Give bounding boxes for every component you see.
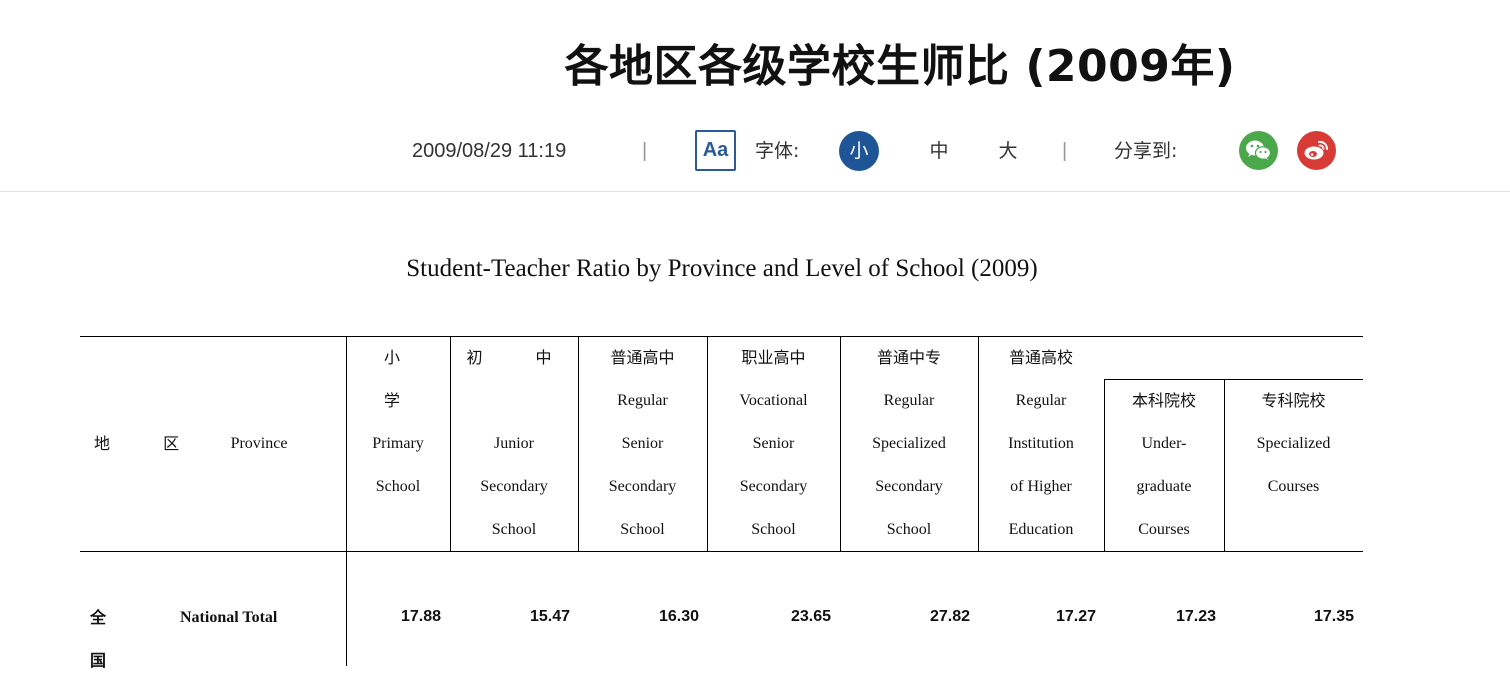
column-header-en: School: [491, 521, 537, 538]
column-header-en: School: [751, 521, 796, 538]
column-header-en: Senior: [621, 435, 664, 452]
page-title: 各地区各级学校生师比 (2009年): [564, 41, 1236, 92]
column-rule: [1224, 379, 1225, 551]
table-cell: 17.27: [1055, 608, 1096, 625]
table-cell: 23.65: [790, 608, 831, 625]
column-header-en: Specialized: [1256, 435, 1331, 452]
column-header-en: School: [620, 521, 665, 538]
publish-date: 2009/08/29 11:19: [412, 140, 567, 162]
column-header-en: Secondary: [480, 478, 548, 495]
header-bottom-rule: [80, 551, 1363, 552]
table-cell: 17.35: [1313, 608, 1354, 625]
column-rule: [707, 336, 708, 551]
meta-separator: |: [642, 140, 648, 162]
meta-separator: |: [1062, 140, 1068, 162]
table-cell: 27.82: [929, 608, 970, 625]
column-header-cn: 本科院校: [1131, 391, 1196, 410]
table-cell: 15.47: [529, 608, 570, 625]
weibo-share-button[interactable]: [1297, 131, 1336, 170]
table-top-rule: [80, 336, 1363, 337]
column-header-en: Courses: [1138, 521, 1190, 538]
share-label: 分享到:: [1114, 140, 1178, 162]
column-header-cn: 专科院校: [1261, 391, 1326, 410]
column-header-en: Vocational: [739, 392, 808, 409]
header-subrule: [1104, 379, 1363, 380]
column-rule: [1104, 379, 1105, 551]
column-rule: [346, 336, 347, 666]
table-cell: 16.30: [658, 608, 699, 625]
column-header-en: Education: [1008, 521, 1074, 538]
wechat-share-button[interactable]: [1239, 131, 1278, 170]
column-header-en: Secondary: [608, 478, 677, 495]
table-cell: 17.23: [1175, 608, 1216, 625]
column-header-cn: 小 学: [383, 348, 424, 410]
column-header-en: Secondary: [875, 478, 943, 495]
column-rule: [578, 336, 579, 551]
region-header-en: Province: [230, 435, 288, 452]
column-header-en: Regular: [617, 392, 668, 409]
column-header-en: Senior: [752, 435, 795, 452]
font-size-small-button[interactable]: 小: [839, 131, 879, 171]
column-header-en: graduate: [1136, 478, 1192, 495]
column-header-cn: 职业高中: [741, 348, 806, 367]
column-header-en: Secondary: [739, 478, 808, 495]
column-header-en: Courses: [1267, 478, 1320, 495]
font-size-medium-button[interactable]: 中: [929, 140, 949, 162]
column-header-en: Regular: [1015, 392, 1067, 409]
column-header-cn: 普通高校: [1008, 348, 1073, 367]
header-divider: [0, 191, 1510, 192]
font-size-label: 字体:: [755, 140, 800, 162]
column-rule: [978, 336, 979, 551]
article-meta-bar: 2009/08/29 11:19 | Aa 字体: 小 中 大 | 分享到:: [0, 128, 1510, 178]
column-header-en: Under-: [1141, 435, 1187, 452]
column-header-en: School: [886, 521, 932, 538]
wechat-icon: [1246, 140, 1272, 160]
column-header-en: Institution: [1008, 435, 1074, 452]
column-header-en: Specialized: [872, 435, 946, 452]
region-header-cn: 地 区: [94, 434, 204, 453]
column-header-en: Primary: [372, 435, 424, 452]
column-header-en: School: [375, 478, 421, 495]
row-region-en: National Total: [180, 609, 278, 626]
column-header-cn: 初 中: [466, 348, 576, 367]
column-header-cn: 普通高中: [610, 348, 675, 367]
column-header-en: Junior: [494, 435, 534, 452]
table-cell: 17.88: [400, 608, 441, 625]
column-header-cn: 普通中专: [876, 348, 941, 367]
row-region-cn: 全 国: [90, 608, 131, 670]
ratio-table: 地 区 Province 小 学 Primary School 初 中 Juni…: [80, 336, 1363, 670]
font-size-icon[interactable]: Aa: [695, 130, 736, 171]
weibo-icon: [1304, 140, 1329, 160]
table-caption: Student-Teacher Ratio by Province and Le…: [406, 255, 1038, 282]
column-header-en: Regular: [883, 392, 935, 409]
column-rule: [450, 336, 451, 551]
font-size-large-button[interactable]: 大: [998, 140, 1018, 162]
column-header-en: of Higher: [1010, 478, 1072, 495]
column-rule: [840, 336, 841, 551]
